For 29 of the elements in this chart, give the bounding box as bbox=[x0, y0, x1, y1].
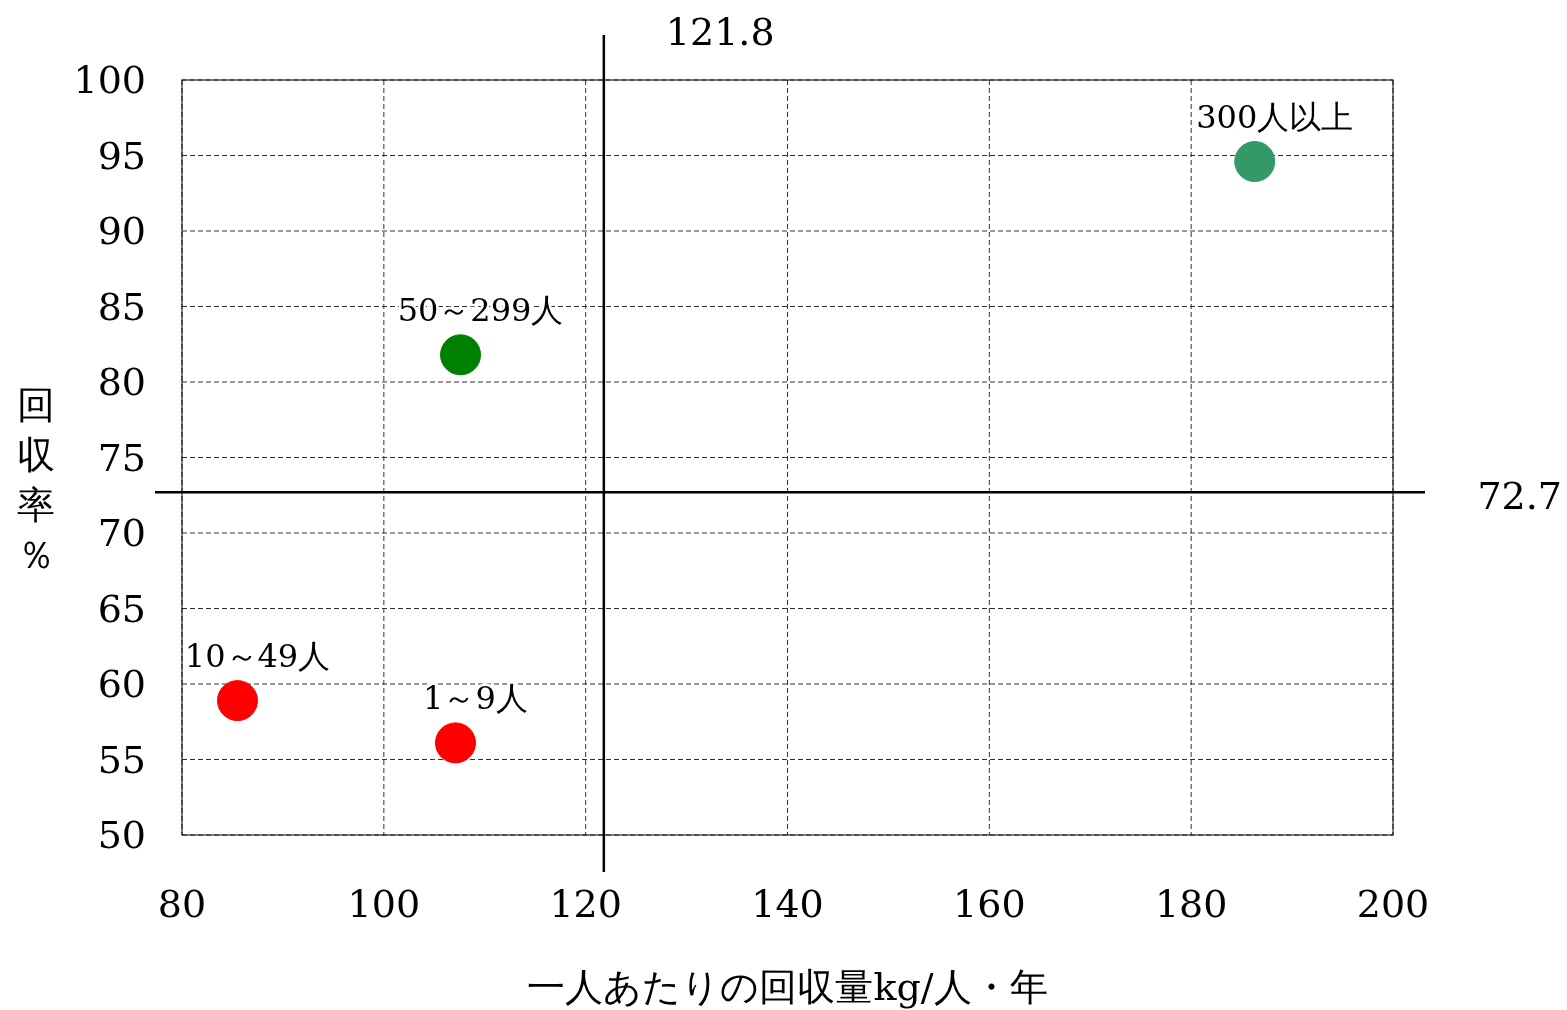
x-tick-label: 80 bbox=[157, 882, 207, 926]
x-tick-label: 120 bbox=[549, 882, 622, 926]
x-tick-label: 160 bbox=[953, 882, 1026, 926]
x-axis-title: 一人あたりの回収量kg/人・年 bbox=[527, 965, 1048, 1009]
y-tick-label: 75 bbox=[97, 435, 146, 480]
point bbox=[217, 680, 258, 722]
series-label: 1～9人 bbox=[423, 678, 528, 717]
y-tick-label: 85 bbox=[97, 284, 146, 329]
series-label: 10～49人 bbox=[184, 636, 331, 675]
point bbox=[440, 334, 482, 376]
x-tick-label: 200 bbox=[1356, 882, 1430, 926]
y-tick-label: 55 bbox=[97, 737, 146, 782]
point bbox=[1234, 141, 1276, 183]
x-tick-label: 100 bbox=[347, 882, 421, 926]
ref-line-label: 72.7 bbox=[1477, 474, 1562, 519]
ref-line-label: 121.8 bbox=[665, 10, 775, 54]
y-tick-label: 65 bbox=[97, 586, 146, 631]
point bbox=[434, 722, 476, 764]
y-tick-label: 60 bbox=[97, 662, 146, 706]
y-tick-label: 95 bbox=[97, 133, 146, 178]
y-tick-label: 80 bbox=[97, 360, 146, 404]
x-tick-label: 180 bbox=[1154, 882, 1228, 926]
y-tick-label: 90 bbox=[97, 209, 146, 253]
y-tick-label: 70 bbox=[97, 511, 146, 555]
y-axis-title: 回収率％ bbox=[17, 382, 55, 577]
series-label: 300人以上 bbox=[1196, 97, 1354, 136]
y-tick-label: 100 bbox=[73, 58, 146, 102]
x-tick-label: 140 bbox=[751, 882, 824, 926]
y-tick-label: 50 bbox=[97, 813, 146, 857]
